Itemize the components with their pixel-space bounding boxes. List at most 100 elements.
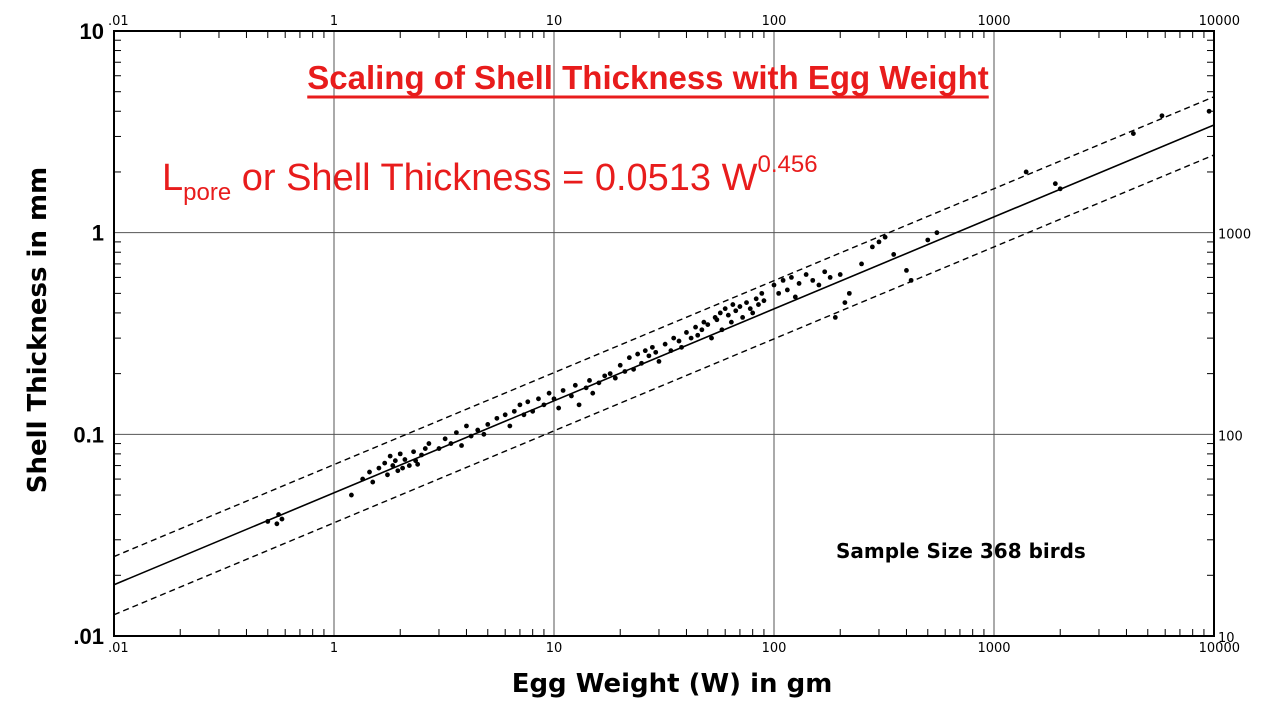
data-point	[792, 294, 798, 300]
x-tick-label-top: 1	[330, 14, 338, 29]
data-point	[265, 519, 271, 524]
x-tick-label-top: .01	[108, 14, 129, 29]
data-point	[750, 310, 756, 316]
data-point	[784, 287, 790, 293]
data-point	[639, 360, 644, 366]
data-point	[583, 385, 589, 391]
data-point	[459, 443, 464, 448]
data-point	[602, 373, 608, 379]
data-point	[656, 358, 662, 364]
data-point	[676, 338, 682, 344]
x-tick-label-top: 1000	[977, 14, 1010, 29]
data-point	[485, 422, 491, 427]
plot-frame	[113, 30, 1215, 637]
data-point	[679, 344, 684, 350]
data-point	[827, 275, 833, 280]
data-point	[934, 230, 940, 236]
data-point	[453, 430, 459, 435]
data-point	[891, 252, 897, 257]
data-point	[442, 436, 448, 442]
data-point	[349, 492, 354, 498]
data-point	[671, 335, 677, 341]
data-point	[747, 306, 753, 312]
data-point	[719, 327, 725, 333]
data-point	[481, 431, 487, 437]
sample-size-note: Sample Size 368 birds	[836, 539, 1086, 563]
data-point	[415, 461, 421, 467]
data-point	[789, 275, 794, 280]
data-point	[1159, 113, 1165, 119]
data-point	[617, 362, 623, 368]
data-point	[406, 463, 412, 468]
data-point	[541, 402, 547, 408]
data-point	[413, 458, 419, 464]
x-tick-label-top: 10	[546, 14, 563, 29]
data-point	[714, 317, 720, 323]
data-point	[908, 277, 914, 283]
data-point	[612, 375, 618, 381]
data-point	[376, 465, 382, 471]
data-point	[837, 272, 843, 277]
data-point	[422, 446, 428, 451]
fit-line	[113, 124, 1215, 586]
data-point	[761, 298, 767, 304]
data-point	[717, 310, 723, 316]
y-axis-title: Shell Thickness in mm	[23, 167, 53, 493]
x-tick-label-top: 10000	[1199, 14, 1240, 29]
upper-bound-line	[113, 96, 1215, 558]
data-point	[876, 239, 882, 245]
data-point	[360, 476, 366, 482]
data-point	[468, 433, 474, 439]
data-point	[1130, 131, 1136, 136]
data-point	[276, 512, 282, 517]
data-point	[530, 408, 536, 414]
data-point	[546, 390, 552, 396]
data-point	[725, 312, 731, 318]
data-point	[494, 415, 500, 421]
y-tick-label-right: 100	[1218, 429, 1243, 444]
x-tick-label-bottom: 1000	[977, 641, 1010, 656]
data-point	[426, 441, 432, 446]
x-tick-label-bottom: .01	[108, 641, 129, 656]
y-tick-label-right: 10	[1218, 631, 1235, 646]
data-point	[668, 348, 674, 354]
x-tick-label-bottom: 10	[546, 641, 563, 656]
data-point	[646, 353, 652, 359]
data-point	[411, 449, 416, 455]
data-point	[587, 378, 592, 383]
grid-lines	[114, 31, 1214, 636]
y-tick-label-left: 10	[80, 19, 104, 44]
data-point	[385, 472, 390, 478]
data-points	[265, 108, 1212, 527]
x-tick-label-bottom: 10000	[1199, 641, 1240, 656]
x-tick-label-bottom: 1	[330, 641, 338, 656]
axis-minor-ticks	[114, 31, 1214, 636]
data-point	[701, 319, 707, 325]
data-point	[1206, 108, 1212, 114]
data-point	[925, 237, 931, 243]
data-point	[709, 335, 714, 341]
fit-lines	[113, 96, 1215, 616]
data-point	[596, 380, 602, 386]
data-point	[859, 261, 864, 267]
equation-superscript: 0.456	[757, 151, 817, 178]
data-point	[511, 408, 517, 414]
data-point	[448, 441, 454, 446]
data-point	[400, 465, 405, 471]
data-point	[842, 300, 848, 306]
data-point	[705, 322, 711, 328]
data-point	[737, 304, 743, 309]
data-point	[464, 423, 469, 429]
data-point	[419, 452, 424, 458]
data-point	[642, 348, 648, 354]
data-point	[507, 423, 513, 429]
data-point	[832, 315, 838, 320]
equation-body: or Shell Thickness = 0.0513 W	[231, 157, 757, 199]
data-point	[904, 267, 909, 273]
x-tick-label-bottom: 100	[762, 641, 787, 656]
x-tick-label-top: 100	[762, 14, 787, 29]
data-point	[436, 446, 442, 451]
data-point	[822, 269, 828, 275]
data-point	[525, 399, 531, 405]
data-point	[728, 319, 734, 325]
